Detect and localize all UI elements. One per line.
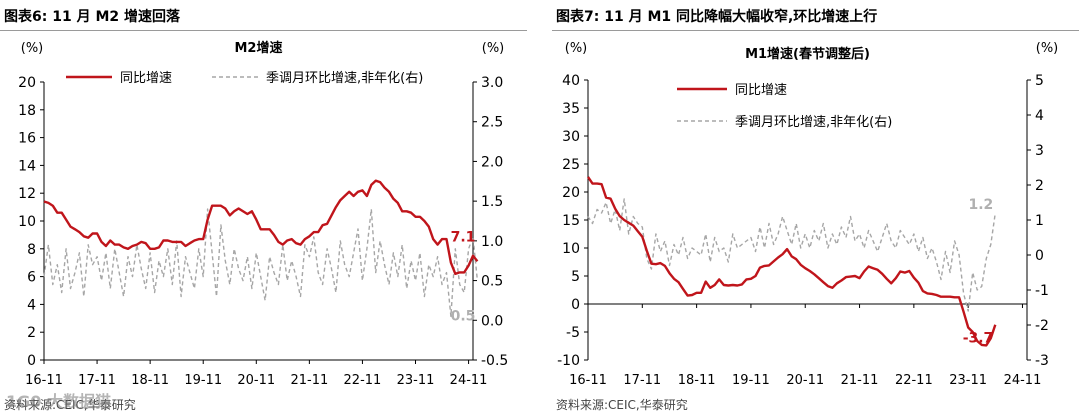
- x-tick-label: 19-11: [184, 373, 222, 388]
- right-tick-label: 3: [1035, 143, 1044, 159]
- mom-growth-line: [587, 198, 996, 312]
- x-tick-label: 20-11: [237, 373, 275, 388]
- end-value-label: 0.5: [451, 309, 476, 325]
- x-tick-label: 22-11: [344, 373, 382, 388]
- right-tick-label: 2.0: [481, 154, 503, 170]
- left-tick-label: 16: [18, 131, 36, 147]
- left-tick-label: -5: [566, 325, 580, 341]
- x-tick-label: 19-11: [732, 373, 770, 388]
- x-tick-label: 21-11: [841, 373, 879, 388]
- left-tick-label: 25: [562, 157, 580, 173]
- legend-label: 季调月环比增速,非年化(右): [735, 115, 892, 130]
- right-tick-label: 4: [1035, 108, 1044, 124]
- left-tick-label: 4: [27, 297, 36, 313]
- left-axis-unit: (%): [565, 41, 588, 56]
- right-tick-label: 5: [1035, 73, 1044, 89]
- right-tick-label: -1: [1035, 283, 1049, 299]
- end-value-label: 7.1: [451, 229, 476, 245]
- yoy-growth-line: [587, 176, 997, 347]
- x-tick-label: 20-11: [786, 373, 824, 388]
- left-tick-label: 35: [562, 101, 580, 117]
- x-tick-label: 23-11: [397, 373, 435, 388]
- left-tick-label: 18: [18, 103, 36, 119]
- m2-growth-chart: M2增速 (%) (%) 0 2 4 6 8 10 12 14 16 18 20 -0.5 0.0 0.5 1.0…: [18, 40, 508, 388]
- right-tick-label: 1.5: [481, 194, 503, 210]
- legend-label: 同比增速: [120, 71, 172, 86]
- left-tick-label: 6: [27, 270, 36, 286]
- left-tick-label: 40: [562, 73, 580, 89]
- legend-label: 同比增速: [735, 83, 787, 98]
- source-note: 资料来源:CEIC,华泰研究: [4, 398, 136, 412]
- x-tick-label: 16-11: [25, 373, 63, 388]
- right-tick-label: 0: [1035, 248, 1044, 264]
- left-tick-label: 15: [562, 213, 580, 229]
- right-tick-label: 1: [1035, 213, 1044, 229]
- x-tick-label: 24-11: [1004, 373, 1042, 388]
- right-tick-label: 2: [1035, 178, 1044, 194]
- chart-title: M2增速: [235, 40, 283, 56]
- end-value-label: 1.2: [969, 197, 994, 213]
- left-tick-label: 10: [562, 241, 580, 257]
- figure-title: 图表7: 11 月 M1 同比降幅大幅收窄,环比增速上行: [556, 9, 878, 25]
- right-tick-label: 0.0: [481, 313, 503, 329]
- x-tick-label: 18-11: [131, 373, 169, 388]
- left-tick-label: 5: [571, 269, 580, 285]
- title-rule: [552, 30, 1079, 31]
- right-tick-label: -0.5: [481, 353, 508, 369]
- source-note: 资料来源:CEIC,华泰研究: [556, 398, 688, 412]
- x-tick-label: 24-11: [450, 373, 488, 388]
- left-tick-label: 14: [18, 158, 36, 174]
- left-tick-label: 0: [27, 353, 36, 369]
- left-tick-label: -10: [557, 353, 580, 369]
- right-tick-label: 2.5: [481, 115, 503, 131]
- x-tick-label: 22-11: [895, 373, 933, 388]
- right-axis-unit: (%): [482, 41, 505, 56]
- left-axis-unit: (%): [21, 41, 44, 56]
- chart-title: M1增速(春节调整后): [745, 46, 870, 62]
- end-value-label: -3.7: [963, 331, 994, 347]
- left-tick-label: 8: [27, 242, 36, 258]
- m1-growth-chart: M1增速(春节调整后)(%) (%)-10-50510152025303540-3…: [557, 41, 1059, 388]
- left-tick-label: 12: [18, 186, 36, 202]
- figure-title: 图表6: 11 月 M2 增速回落: [4, 9, 180, 25]
- x-tick-label: 17-11: [78, 373, 116, 388]
- right-tick-label: 1.0: [481, 234, 503, 250]
- right-tick-label: 0.5: [481, 274, 503, 290]
- x-tick-label: 16-11: [569, 373, 607, 388]
- left-tick-label: 2: [27, 325, 36, 341]
- title-rule: [0, 30, 527, 31]
- x-tick-label: 18-11: [678, 373, 716, 388]
- left-tick-label: 0: [571, 297, 580, 313]
- right-tick-label: -2: [1035, 318, 1049, 334]
- figure-6-panel: 图表6: 11 月 M2 增速回落 M2增速 (%) (%) 0 2 4 6 8 10 12 14 1…: [0, 0, 530, 418]
- x-tick-label: 17-11: [623, 373, 661, 388]
- right-tick-label: -3: [1035, 353, 1049, 369]
- yoy-growth-line: [43, 179, 479, 275]
- left-tick-label: 20: [562, 185, 580, 201]
- watermark: 1G0 大数据猫: [6, 392, 111, 411]
- x-tick-label: 21-11: [290, 373, 328, 388]
- left-tick-label: 20: [18, 75, 36, 91]
- left-tick-label: 30: [562, 129, 580, 145]
- legend-label: 季调月环比增速,非年化(右): [266, 71, 423, 86]
- x-tick-label: 23-11: [949, 373, 987, 388]
- mom-growth-line: [43, 208, 479, 317]
- figure-7-panel: 图表7: 11 月 M1 同比降幅大幅收窄,环比增速上行 M1增速(春节调整后)…: [552, 0, 1080, 418]
- right-axis-unit: (%): [1036, 41, 1059, 56]
- left-tick-label: 10: [18, 214, 36, 230]
- right-tick-label: 3.0: [481, 75, 503, 91]
